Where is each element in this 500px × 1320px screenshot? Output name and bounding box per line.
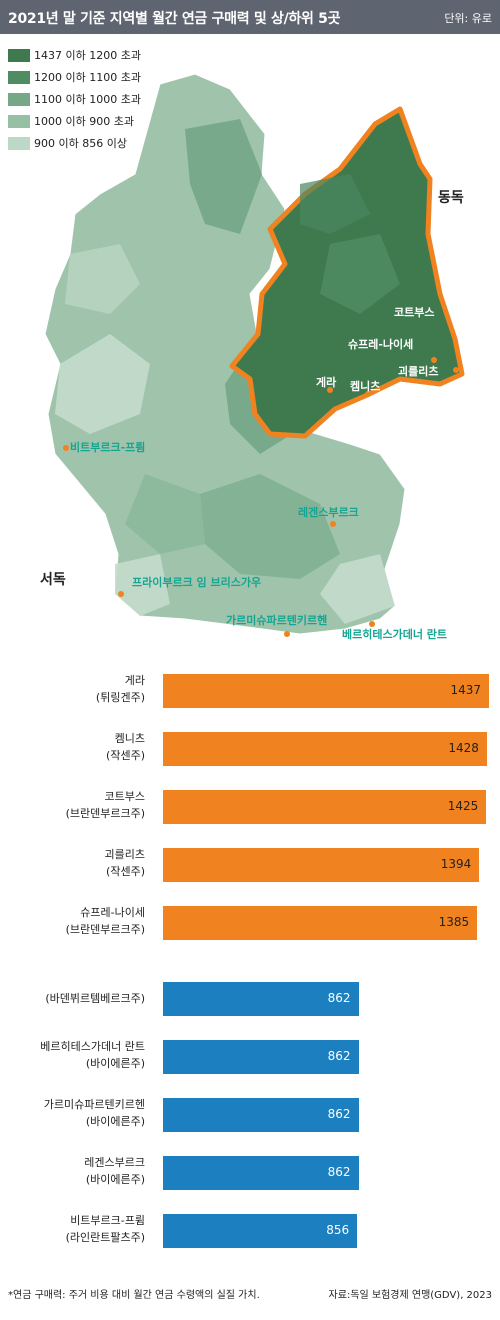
bar-value-label: 862 xyxy=(327,1107,351,1121)
bar-category-label: 슈프레-나이세 (브란덴부르크주) xyxy=(65,906,145,936)
chart-header: 2021년 말 기준 지역별 월간 연금 구매력 및 상/하위 5곳 단위: 유… xyxy=(0,0,500,34)
bar: 862 xyxy=(163,1156,359,1190)
bar-category-label: 레겐스부르크 (바이에른주) xyxy=(84,1156,145,1186)
bar-value-label: 1437 xyxy=(450,683,481,697)
bar-value-label: 856 xyxy=(326,1223,350,1237)
chart-title: 2021년 말 기준 지역별 월간 연금 구매력 및 상/하위 5곳 xyxy=(8,11,341,27)
city-label: 켐니츠 xyxy=(350,380,381,393)
bar-category-label: 게라 (튀링겐주) xyxy=(95,674,145,704)
city-label: 베르히테스가데너 란트 xyxy=(342,628,448,641)
city-dot-chemnitz xyxy=(365,391,371,397)
city-label: 프라이부르크 임 브리스가우 xyxy=(132,576,262,589)
legend-swatch xyxy=(8,136,30,150)
bar-row: 게라 (튀링겐주) 1437 xyxy=(0,672,500,710)
city-label: 괴를리츠 xyxy=(398,365,439,378)
bar-row: 괴를리츠 (작센주) 1394 xyxy=(0,846,500,884)
city-dot-freiburg xyxy=(118,591,124,597)
city-dot-gera xyxy=(327,387,333,393)
bar-category-label: 괴를리츠 (작센주) xyxy=(104,848,145,878)
legend-swatch xyxy=(8,70,30,84)
bar: 856 xyxy=(163,1214,358,1248)
bar-row: 코트부스 (브란덴부르크주) 1425 xyxy=(0,788,500,826)
west-dark-patch xyxy=(125,474,205,554)
east-mid-patch xyxy=(300,174,370,234)
west-dark-patch xyxy=(200,474,340,579)
east-mid-patch xyxy=(320,234,400,314)
bar: 862 xyxy=(163,1098,359,1132)
legend-swatch xyxy=(8,48,30,62)
bar-category-label: 코트부스 (브란덴부르크주) xyxy=(65,790,145,820)
west-germany-region xyxy=(44,73,406,635)
map-legend: 1437 이하 1200 초과 1200 이하 1100 초과 1100 이하 10… xyxy=(8,44,141,154)
bar-value-label: 862 xyxy=(327,991,351,1005)
city-label: 게라 xyxy=(316,376,337,389)
bar: 1394 xyxy=(163,848,480,882)
legend-item: 1100 이하 1000 초과 xyxy=(8,88,141,110)
city-label: 코트부스 xyxy=(394,306,435,319)
city-label: 레겐스부르크 xyxy=(298,506,359,519)
west-dark-patch xyxy=(185,119,262,234)
bar-value-label: 1385 xyxy=(438,915,470,929)
bar-row: 레겐스부르크 (바이에른주) 862 xyxy=(0,1154,500,1192)
city-dot-goerlitz xyxy=(453,367,459,373)
city-label: 가르미슈파르텐키르헨 xyxy=(226,614,328,627)
west-light-patch xyxy=(320,554,395,624)
legend-item: 1200 이하 1100 초과 xyxy=(8,66,141,88)
footnote: *연금 구매력: 주거 비용 대비 월간 연금 수령액의 실질 가치. xyxy=(8,1290,260,1301)
west-light-patch xyxy=(115,554,170,616)
bar: 1385 xyxy=(163,906,478,940)
region-label-east: 동독 xyxy=(438,190,464,206)
bar-category-label: 가르미슈파르텐키르헨 (바이에른주) xyxy=(43,1098,145,1128)
bar-value-label: 862 xyxy=(327,1165,351,1179)
bar-value-label: 1425 xyxy=(447,799,479,813)
bar-value-label: 1394 xyxy=(440,857,472,871)
city-dot-regensburg xyxy=(330,521,336,527)
bar: 862 xyxy=(163,982,359,1016)
bar-category-label: 켐니츠 (작센주) xyxy=(106,732,145,762)
bar-value-label: 862 xyxy=(327,1049,351,1063)
region-label-west: 서독 xyxy=(40,572,66,588)
city-dot-cottbus xyxy=(431,357,437,363)
bar: 1425 xyxy=(163,790,487,824)
bar: 862 xyxy=(163,1040,359,1074)
bar-value-label: 1428 xyxy=(448,741,479,755)
bar-row: 가르미슈파르텐키르헨 (바이에른주) 862 xyxy=(0,1096,500,1134)
legend-label: 1200 이하 1100 초과 xyxy=(34,71,141,84)
city-label: 슈프레-나이세 xyxy=(348,338,414,351)
bar: 1437 xyxy=(163,674,489,708)
bar-category-label: (바덴뷔르템베르크주) xyxy=(45,992,145,1005)
legend-swatch xyxy=(8,92,30,106)
legend-item: 900 이하 856 이상 xyxy=(8,132,141,154)
legend-item: 1000 이하 900 초과 xyxy=(8,110,141,132)
germany-map: 동독 서독 xyxy=(40,73,465,637)
city-dot-berchtesgaden xyxy=(369,621,375,627)
bar-category-label: 비트부르크-프륌 (라인란트팔츠주) xyxy=(65,1214,145,1244)
bar-row: (바덴뷔르템베르크주) 862 xyxy=(0,980,500,1018)
unit-label: 단위: 유로 xyxy=(444,12,492,25)
legend-label: 1100 이하 1000 초과 xyxy=(34,93,141,106)
city-dot-garmisch xyxy=(284,631,290,637)
bar-row: 베르히테스가데너 란트 (바이에른주) 862 xyxy=(0,1038,500,1076)
bar-row: 슈프레-나이세 (브란덴부르크주) 1385 xyxy=(0,904,500,942)
legend-swatch xyxy=(8,114,30,128)
city-label: 비트부르크-프륌 xyxy=(70,441,146,454)
city-dot-bitburg xyxy=(63,445,69,451)
legend-label: 900 이하 856 이상 xyxy=(34,137,127,150)
bar: 1428 xyxy=(163,732,487,766)
west-light-patch xyxy=(55,334,150,434)
legend-label: 1437 이하 1200 초과 xyxy=(34,49,141,62)
legend-label: 1000 이하 900 초과 xyxy=(34,115,134,128)
bar-row: 켐니츠 (작센주) 1428 xyxy=(0,730,500,768)
bar-row: 비트부르크-프륌 (라인란트팔츠주) 856 xyxy=(0,1212,500,1250)
source-note: 자료:독일 보험경제 연맹(GDV), 2023 xyxy=(328,1290,492,1301)
legend-item: 1437 이하 1200 초과 xyxy=(8,44,141,66)
bar-category-label: 베르히테스가데너 란트 (바이에른주) xyxy=(40,1040,145,1070)
west-light-patch xyxy=(65,244,140,314)
